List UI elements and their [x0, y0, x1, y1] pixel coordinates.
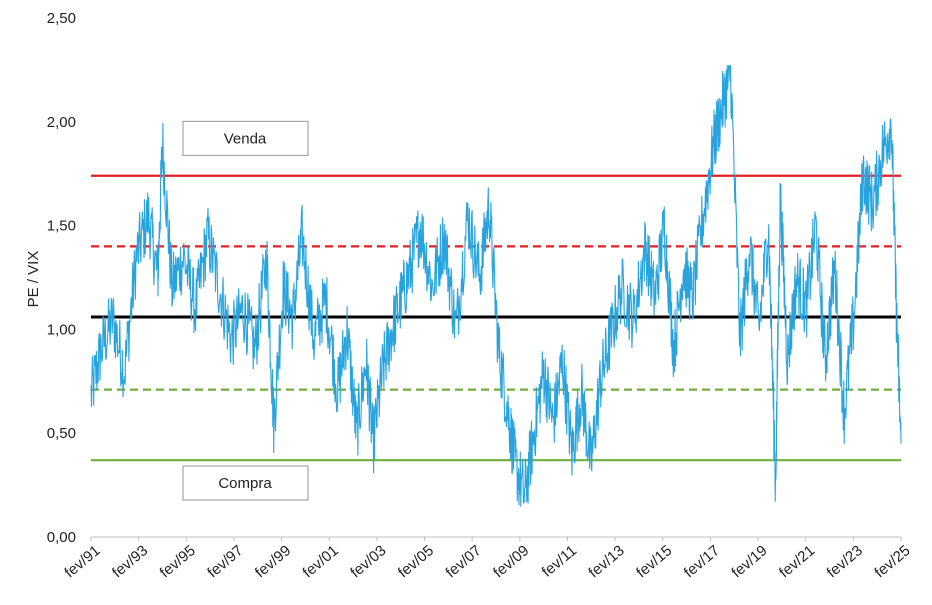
series-line-pe-vix: [90, 65, 902, 507]
y-axis-label: PE / VIX: [25, 251, 42, 308]
x-tick-label: fev/07: [443, 542, 485, 581]
x-tick-label: fev/09: [490, 542, 532, 581]
x-tick-label: fev/99: [252, 542, 294, 581]
annotation-compra: Compra: [182, 465, 309, 501]
y-tick-label: 1,00: [47, 321, 76, 338]
x-tick-label: fev/97: [204, 542, 246, 581]
x-tick-label: fev/05: [395, 542, 437, 581]
y-tick-label: 0,50: [47, 425, 76, 442]
x-tick-label: fev/13: [585, 542, 627, 581]
y-tick-label: 2,50: [47, 10, 76, 27]
annotation-box: [182, 120, 309, 157]
annotation-boxes: Venda Compra: [182, 120, 309, 501]
x-tick-label: fev/03: [347, 542, 389, 581]
x-tick-label: fev/23: [824, 542, 866, 581]
series-group: [90, 65, 902, 507]
annotation-box: [182, 465, 309, 501]
x-tick-label: fev/15: [633, 542, 675, 581]
reference-lines: [91, 174, 901, 462]
x-axis-ticks: fev/91 fev/93 fev/95 fev/97 fev/99 fev/01 fev/…: [61, 537, 914, 581]
y-tick-label: 0,00: [47, 529, 76, 546]
x-tick-label: fev/25: [871, 542, 913, 581]
x-tick-label: fev/01: [300, 542, 342, 581]
x-tick-label: fev/21: [776, 542, 818, 581]
y-tick-label: 2,00: [47, 114, 76, 131]
annotation-label: Compra: [218, 475, 272, 492]
x-tick-label: fev/93: [109, 542, 151, 581]
x-tick-label: fev/17: [681, 542, 723, 581]
annotation-venda: Venda: [182, 120, 309, 157]
y-tick-label: 1,50: [47, 218, 76, 235]
x-tick-label: fev/91: [61, 542, 103, 581]
y-axis-ticks: 0,00 0,50 1,00 1,50 2,00 2,50: [47, 10, 76, 546]
annotation-label: Venda: [224, 130, 267, 147]
x-tick-label: fev/19: [728, 542, 770, 581]
x-tick-label: fev/95: [157, 542, 199, 581]
x-tick-label: fev/11: [539, 542, 580, 581]
